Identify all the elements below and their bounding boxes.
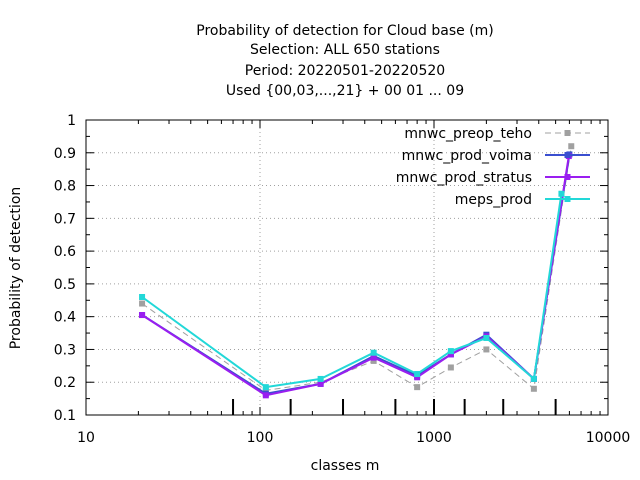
chart-title-line-3: Period: 20220501-20220520: [245, 63, 445, 79]
y-tick-label: 0.6: [54, 244, 76, 260]
legend-label: mnwc_prod_stratus: [396, 170, 532, 186]
x-tick-label: 10000: [586, 430, 631, 446]
x-axis-label: classes m: [311, 458, 380, 474]
legend-swatch-marker: [564, 174, 571, 180]
y-tick-label: 0.7: [54, 211, 76, 227]
legend-swatch-marker: [564, 152, 571, 158]
data-point-mnwc_prod_stratus: [414, 374, 421, 381]
x-tick-label: 10: [77, 430, 95, 446]
data-point-meps_prod: [317, 375, 324, 382]
chart-title-line-4: Used {00,03,...,21} + 00 01 ... 09: [226, 83, 464, 99]
data-point-mnwc_preop_teho: [447, 364, 454, 371]
data-point-mnwc_preop_teho: [568, 143, 575, 150]
data-point-meps_prod: [530, 375, 537, 382]
data-point-meps_prod: [414, 371, 421, 378]
data-point-mnwc_preop_teho: [483, 346, 490, 353]
data-point-meps_prod: [483, 334, 490, 341]
y-tick-label: 1: [67, 113, 76, 129]
legend-swatch-marker: [564, 130, 571, 136]
data-point-mnwc_prod_stratus: [370, 354, 377, 361]
legend: mnwc_preop_teho mnwc_prod_voima mnwc_prod_…: [396, 126, 590, 208]
axis-ticks: 0.1 0.2 0.3 0.4 0.5 0.6 0.7 0.8 0.9 1 10 100 1000 100…: [54, 113, 631, 446]
chart-title-line-1: Probability of detection for Cloud base …: [196, 23, 494, 39]
series-mnwc_prod_voima: [139, 151, 573, 397]
legend-swatch-marker: [564, 196, 571, 202]
y-tick-label: 0.1: [54, 408, 76, 424]
y-tick-label: 0.2: [54, 375, 76, 391]
data-point-meps_prod: [447, 348, 454, 355]
class-boundary-marks: [232, 399, 557, 415]
data-point-mnwc_prod_stratus: [139, 312, 146, 319]
data-point-mnwc_prod_stratus: [447, 351, 454, 358]
data-point-mnwc_preop_teho: [414, 384, 421, 391]
chart-title-line-2: Selection: ALL 650 stations: [250, 42, 440, 58]
data-point-mnwc_preop_teho: [530, 385, 537, 392]
data-point-meps_prod: [262, 384, 269, 391]
legend-entry-mnwc_prod_stratus: mnwc_prod_stratus: [396, 170, 590, 186]
data-point-mnwc_prod_stratus: [262, 392, 269, 399]
data-series: [139, 143, 575, 399]
data-point-mnwc_preop_teho: [262, 387, 269, 394]
data-point-meps_prod: [139, 294, 146, 300]
y-tick-label: 0.4: [54, 310, 76, 326]
y-tick-label: 0.5: [54, 277, 76, 293]
y-tick-label: 0.8: [54, 179, 76, 195]
y-axis-label: Probability of detection: [8, 187, 24, 350]
x-tick-label: 100: [247, 430, 274, 446]
series-meps_prod: [139, 190, 565, 391]
y-tick-label: 0.3: [54, 342, 76, 358]
legend-entry-meps_prod: meps_prod: [455, 192, 590, 208]
data-point-mnwc_preop_teho: [139, 300, 146, 307]
legend-label: meps_prod: [455, 192, 532, 208]
data-point-meps_prod: [370, 349, 377, 356]
legend-label: mnwc_preop_teho: [404, 126, 532, 142]
data-point-meps_prod: [558, 190, 565, 197]
legend-entry-mnwc_preop_teho: mnwc_preop_teho: [404, 126, 590, 142]
series-line-mnwc_prod_voima: [141, 154, 571, 395]
legend-entry-mnwc_prod_voima: mnwc_prod_voima: [402, 148, 590, 164]
y-tick-label: 0.9: [54, 146, 76, 162]
series-line-meps_prod: [141, 193, 563, 389]
legend-label: mnwc_prod_voima: [402, 148, 532, 164]
grid-lines: [86, 120, 608, 415]
x-tick-label: 1000: [416, 430, 452, 446]
chart-title: Probability of detection for Cloud base …: [196, 23, 494, 99]
data-point-mnwc_prod_stratus: [317, 380, 324, 387]
data-point-mnwc_preop_teho: [370, 357, 377, 364]
